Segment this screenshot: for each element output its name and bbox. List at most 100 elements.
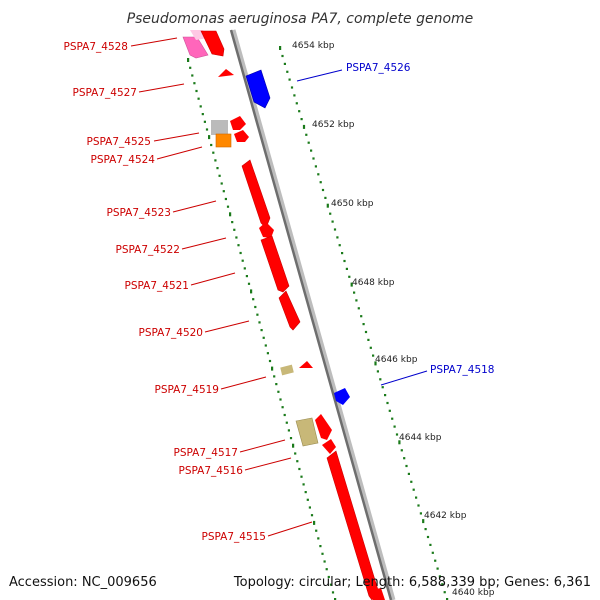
scale-tick (268, 359, 272, 363)
scale-tick (313, 520, 316, 525)
scale-tick (279, 398, 282, 401)
scale-tick (443, 591, 446, 594)
scale-tick (298, 467, 301, 471)
gene-pspa7-4517-red[interactable] (315, 414, 332, 440)
gene-label[interactable]: PSPA7_4516 (179, 465, 244, 477)
scale-tick (429, 543, 432, 546)
gene-label[interactable]: PSPA7_4515 (202, 531, 267, 543)
scale-tick (327, 575, 330, 579)
scale-tick (208, 135, 211, 140)
scale-tick (231, 221, 234, 224)
scale-tick (237, 244, 240, 247)
scale-tick (191, 74, 194, 77)
scale-tick (376, 370, 379, 373)
scale-tick (403, 457, 406, 460)
scale-tick (290, 86, 294, 89)
scale-tick (329, 583, 332, 586)
gene-label[interactable]: PSPA7_4525 (87, 136, 152, 148)
kbp-label-4644: 4644 kbp (399, 433, 442, 443)
scale-tick (341, 252, 344, 255)
scale-tick (312, 157, 315, 160)
scale-tick (224, 197, 227, 201)
accession-text: Accession: NC_009656 (9, 575, 157, 590)
gene-label[interactable]: PSPA7_4527 (73, 87, 138, 99)
gene-pspa7-4526[interactable] (245, 69, 271, 109)
scale-tick (305, 133, 308, 136)
scale-tick (324, 196, 327, 199)
gene-pspa7-4516[interactable] (322, 439, 336, 454)
scale-tick (314, 165, 317, 168)
gene-pspa7-4519[interactable] (299, 361, 313, 368)
scale-tick (431, 551, 434, 554)
scale-tick (258, 321, 261, 324)
scale-tick (331, 220, 334, 223)
scale-tick (264, 344, 267, 347)
scale-tick (283, 413, 286, 417)
gene-label[interactable]: PSPA7_4523 (107, 207, 172, 219)
gene-pspa7-4525b[interactable] (234, 130, 249, 142)
scale-tick (329, 212, 332, 215)
scale-tick (243, 267, 246, 270)
scale-tick (407, 472, 410, 475)
gene-label[interactable]: PSPA7_4528 (64, 41, 129, 53)
scale-tick (367, 338, 370, 341)
gene-label[interactable]: PSPA7_4524 (91, 154, 156, 166)
gene-label[interactable]: PSPA7_4519 (155, 384, 220, 396)
scale-tick (331, 591, 335, 594)
gene-pspa7-4527[interactable] (218, 69, 234, 77)
scale-tick (195, 89, 198, 93)
gene-label[interactable]: PSPA7_4521 (125, 280, 190, 292)
scale-tick (419, 512, 422, 515)
gene-pspa7-4525[interactable] (230, 116, 246, 130)
gene-pspa7-4517[interactable] (295, 417, 319, 447)
scale-tick (260, 329, 263, 332)
scale-tick (266, 352, 269, 355)
gene-pspa7-4518[interactable] (334, 388, 350, 405)
scale-tick (283, 62, 286, 65)
scale-tick (287, 429, 290, 432)
gene-label[interactable]: PSPA7_4518 (430, 364, 495, 376)
gene-pspa7-4520[interactable] (278, 290, 301, 331)
scale-tick (254, 305, 257, 309)
scale-tick (343, 259, 346, 263)
gene-pspa7-4515-tail (371, 588, 385, 600)
gene-label[interactable]: PSPA7_4517 (174, 447, 239, 459)
gene-label[interactable]: PSPA7_4522 (116, 244, 181, 256)
gene-pspa7-4528-pink[interactable] (182, 36, 209, 59)
gene-pspa7-4524[interactable] (215, 133, 232, 148)
scale-tick (386, 401, 389, 405)
scale-tick (317, 537, 320, 540)
scale-tick (296, 460, 299, 463)
gene-pspa7-4522[interactable] (259, 222, 274, 238)
scale-tick (306, 498, 309, 501)
scale-tick (235, 236, 238, 239)
gene-pspa7-4523[interactable] (241, 159, 271, 229)
gene-gray-small[interactable] (211, 120, 228, 135)
gene-pspa7-4528[interactable] (200, 30, 225, 57)
scale-tick (294, 452, 297, 455)
scale-tick (350, 282, 353, 287)
scale-tick (315, 529, 318, 532)
scale-tick (256, 313, 259, 316)
scale-tick (203, 120, 206, 123)
scale-tick (379, 378, 382, 381)
scale-tick (275, 383, 278, 386)
scale-tick (293, 94, 296, 97)
gene-label[interactable]: PSPA7_4520 (139, 327, 204, 339)
scale-tick (360, 315, 363, 318)
scale-tick (210, 143, 213, 147)
scale-tick (218, 174, 221, 177)
gene-pspa7-4519-khaki[interactable] (280, 364, 294, 376)
gene-label[interactable]: PSPA7_4526 (346, 62, 411, 74)
scale-tick (189, 66, 192, 69)
scale-tick (336, 236, 339, 239)
gene-pspa7-4521[interactable] (260, 235, 290, 293)
scale-tick (205, 128, 209, 131)
scale-tick (355, 299, 358, 302)
scale-tick (326, 203, 329, 208)
scale-tick (308, 506, 311, 509)
scale-tick (338, 244, 341, 247)
scale-tick (400, 449, 403, 452)
scale-tick (292, 443, 295, 448)
